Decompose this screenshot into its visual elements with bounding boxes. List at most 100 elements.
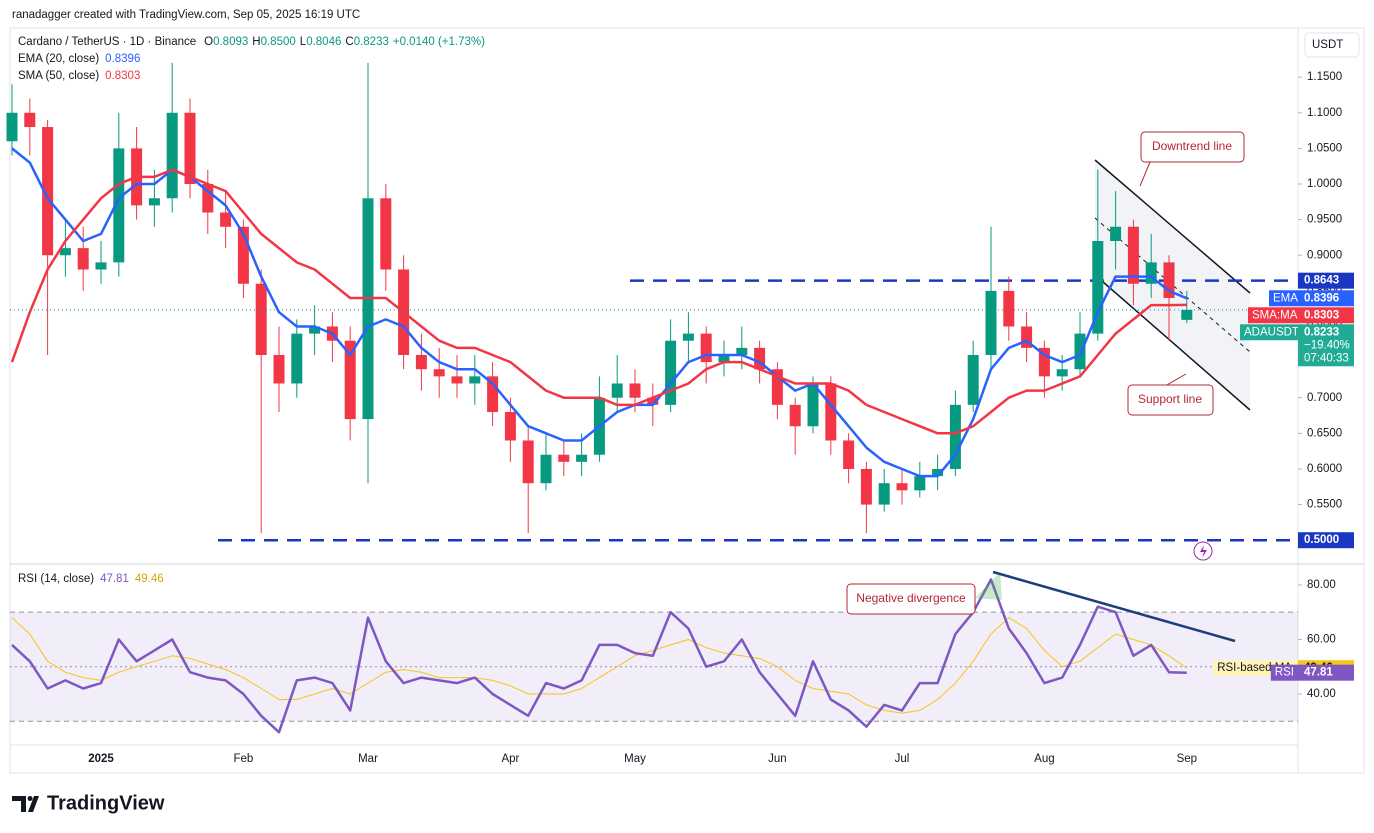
- price-tag-value: 47.81: [1304, 667, 1333, 679]
- price-tag: [1298, 290, 1354, 307]
- y-tick-label: 0.7000: [1307, 392, 1342, 404]
- candle-body: [718, 354, 730, 363]
- candle-body: [433, 369, 445, 377]
- candle-body: [309, 326, 321, 334]
- candle-body: [754, 347, 766, 370]
- price-tag-value: 0.8303: [1304, 309, 1339, 321]
- candle-body: [932, 468, 944, 477]
- legend-name: SMA (50, close): [18, 70, 99, 82]
- legend-value: 0.8396: [105, 53, 140, 65]
- legend-name: RSI (14, close): [18, 573, 94, 585]
- currency: USDT: [1312, 39, 1343, 51]
- callout-box: [846, 583, 976, 615]
- candle-body: [647, 397, 659, 405]
- y-tick-label: 0.6500: [1307, 427, 1342, 439]
- candle-body: [362, 198, 374, 420]
- frame: [9, 27, 1365, 774]
- ohlc-value: 0.8046: [306, 36, 341, 48]
- candle-body: [380, 198, 392, 270]
- credit: ranadagger created with TradingView.com,…: [12, 9, 360, 21]
- price-tag: [1298, 664, 1354, 681]
- candle-body: [202, 184, 214, 213]
- alert-icon-glyph: [1200, 545, 1207, 558]
- candle-body: [6, 112, 18, 142]
- candle-body: [967, 354, 979, 405]
- ohlc-label: C: [345, 36, 353, 48]
- tag-label-box: [1270, 664, 1298, 681]
- ohlc-value: 0.8500: [261, 36, 296, 48]
- callout-box: [1127, 384, 1214, 416]
- candle-body: [771, 369, 783, 405]
- candle-body: [487, 376, 499, 412]
- symbol-legend: Cardano / TetherUS · 1D · Binance O0.8093…: [18, 36, 485, 48]
- callout-pointer: [1164, 373, 1187, 387]
- candle-body: [825, 383, 837, 441]
- candle-body: [682, 333, 694, 341]
- x-tick-label: Aug: [1034, 753, 1054, 765]
- candle-body: [843, 440, 855, 469]
- candle-body: [95, 262, 107, 270]
- x-tick-label: Jun: [768, 753, 787, 765]
- logo-mark: [12, 796, 39, 812]
- legend-value: 49.46: [135, 573, 164, 585]
- tag-label-box: [1269, 290, 1298, 307]
- candle-body: [166, 112, 178, 199]
- plot-area: [6, 62, 1298, 734]
- candle-body: [1181, 309, 1193, 320]
- candle-body: [77, 248, 89, 270]
- price-tag: [1298, 324, 1354, 367]
- candle-body: [42, 127, 54, 256]
- candle-body: [469, 376, 481, 384]
- price-tag-value: 0.8643: [1304, 275, 1339, 287]
- candle-body: [949, 404, 961, 469]
- series-line: [10, 168, 1187, 435]
- annotation: Downtrend line: [1152, 139, 1232, 153]
- currency-button[interactable]: [1304, 32, 1360, 58]
- rsi-band: [10, 612, 1298, 722]
- price-tag-detail: −19.40%: [1304, 339, 1350, 351]
- sma-legend: SMA (50, close) 0.8303: [18, 70, 140, 82]
- candle-body: [665, 340, 677, 405]
- symbol: Cardano / TetherUS · 1D · Binance: [18, 36, 196, 48]
- ohlc-label: H: [252, 36, 260, 48]
- candle-body: [558, 454, 570, 462]
- candle-body: [184, 112, 196, 185]
- price-tag: [1298, 307, 1354, 324]
- y-tick-label: 1.1000: [1307, 107, 1342, 119]
- price-tag-value: 0.5000: [1304, 534, 1339, 546]
- series-line: [11, 578, 1187, 734]
- x-tick-label: Feb: [233, 753, 253, 765]
- callout-pointer: [1139, 161, 1151, 187]
- candle-body: [1110, 226, 1122, 242]
- candle-body: [344, 340, 356, 420]
- y-tick-label: 0.6000: [1307, 463, 1342, 475]
- candle-body: [1092, 241, 1104, 334]
- candle-body: [113, 148, 125, 263]
- x-tick-label: Jul: [895, 753, 910, 765]
- ohlc-value: 0.8093: [213, 36, 248, 48]
- divergence-line: [992, 570, 1236, 643]
- y-tick-label: 1.0000: [1307, 178, 1342, 190]
- candle-body: [611, 383, 623, 398]
- annotation: Support line: [1138, 392, 1202, 406]
- candle-body: [807, 383, 819, 427]
- candle-body: [629, 383, 641, 398]
- candle-body: [878, 483, 890, 505]
- y-tick-label: 60.00: [1307, 633, 1336, 645]
- candle-body: [896, 483, 908, 491]
- callout-box: [1140, 131, 1245, 163]
- rsi-background: [10, 611, 1298, 722]
- candle-body: [451, 376, 463, 384]
- candle-body: [540, 454, 552, 484]
- candle-body: [522, 440, 534, 484]
- candle-body: [59, 248, 71, 256]
- candle-body: [736, 347, 748, 355]
- y-tick-label: 0.5500: [1307, 499, 1342, 511]
- annotation: Negative divergence: [856, 591, 966, 605]
- candle-body: [1038, 347, 1050, 377]
- ohlc-label: L: [300, 36, 307, 48]
- downtrend-line: [1094, 159, 1251, 294]
- x-tick-label: Apr: [501, 753, 519, 765]
- series-line: [11, 617, 1188, 714]
